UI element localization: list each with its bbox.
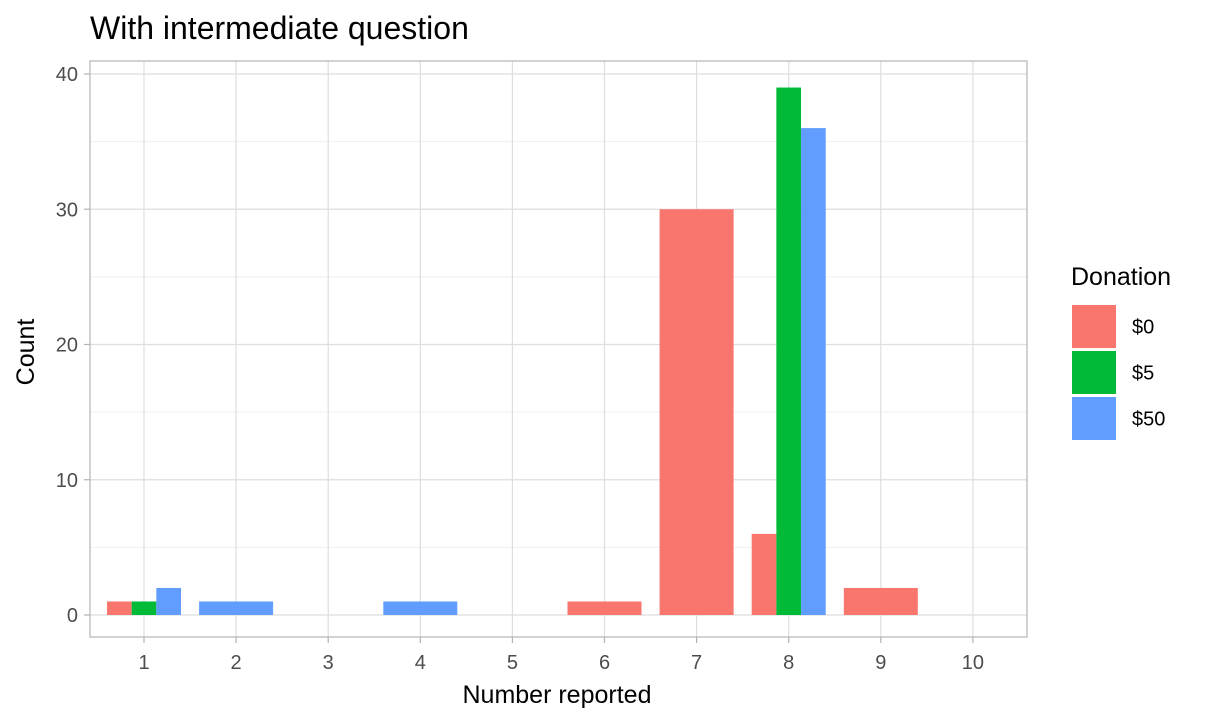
chart-title: With intermediate question bbox=[90, 10, 469, 46]
x-tick-label: 3 bbox=[323, 652, 334, 674]
y-tick-label: 30 bbox=[56, 199, 78, 221]
y-tick-label: 40 bbox=[56, 64, 78, 86]
bar-usd0-6 bbox=[567, 601, 642, 615]
bar-usd50-4 bbox=[383, 601, 458, 615]
x-tick-label: 4 bbox=[415, 652, 426, 674]
x-axis: 1 2 3 4 5 6 7 8 9 10 bbox=[138, 637, 984, 674]
bar-usd0-8 bbox=[751, 533, 777, 615]
legend-key-usd5 bbox=[1072, 351, 1116, 394]
x-tick-label: 7 bbox=[691, 652, 702, 674]
x-axis-title: Number reported bbox=[463, 681, 652, 709]
legend-label: $50 bbox=[1132, 409, 1165, 431]
y-axis: 0 10 20 30 40 bbox=[56, 64, 90, 627]
bar-usd50-2 bbox=[199, 601, 274, 615]
bar-usd50-1 bbox=[156, 587, 181, 615]
legend-label: $0 bbox=[1132, 317, 1154, 339]
legend-key-usd50 bbox=[1072, 397, 1116, 440]
bar-usd50-8 bbox=[801, 128, 826, 615]
y-tick-label: 0 bbox=[67, 605, 78, 627]
plot-panel-border bbox=[89, 60, 1028, 638]
x-tick-label: 6 bbox=[599, 652, 610, 674]
legend-key-usd0 bbox=[1072, 305, 1116, 348]
bar-usd5-8 bbox=[776, 87, 802, 615]
x-tick-label: 2 bbox=[231, 652, 242, 674]
bar-usd0-7 bbox=[659, 209, 734, 615]
y-axis-title: Count bbox=[12, 319, 40, 386]
x-tick-label: 1 bbox=[138, 652, 149, 674]
bar-usd5-1 bbox=[131, 601, 157, 615]
bars bbox=[107, 87, 918, 615]
x-tick-label: 10 bbox=[962, 652, 984, 674]
x-tick-label: 5 bbox=[507, 652, 518, 674]
y-tick-label: 20 bbox=[56, 335, 78, 357]
bar-usd0-9 bbox=[843, 587, 918, 615]
legend-label: $5 bbox=[1132, 363, 1154, 385]
grid-lines bbox=[90, 61, 1027, 637]
x-tick-label: 8 bbox=[783, 652, 794, 674]
y-tick-label: 10 bbox=[56, 470, 78, 492]
x-tick-label: 9 bbox=[875, 652, 886, 674]
legend-title: Donation bbox=[1071, 263, 1171, 291]
legend: Donation $0 $5 $50 bbox=[1071, 263, 1171, 440]
bar-usd0-1 bbox=[107, 601, 132, 615]
